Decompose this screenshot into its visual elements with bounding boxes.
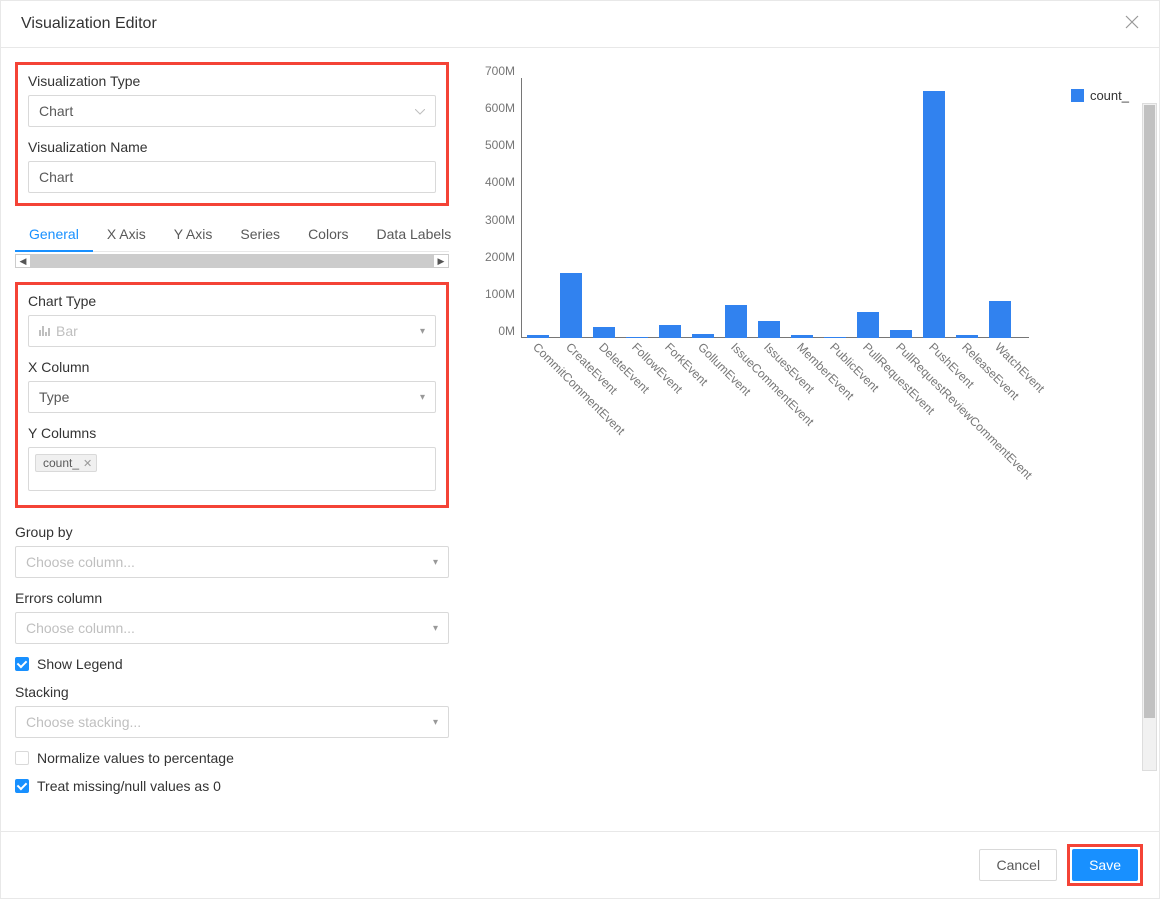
tab-data-labels[interactable]: Data Labels xyxy=(363,218,461,251)
tab-general[interactable]: General xyxy=(15,218,93,252)
chart-bar[interactable] xyxy=(593,327,615,338)
y-tick-label: 0M xyxy=(498,324,515,338)
x-tick-label: ReleaseEvent xyxy=(959,340,1022,403)
chevron-down-icon: ▾ xyxy=(433,557,438,568)
tag-remove-icon[interactable]: ✕ xyxy=(83,457,92,470)
normalize-checkbox[interactable] xyxy=(15,751,29,765)
save-button[interactable]: Save xyxy=(1072,849,1138,881)
y-column-tag[interactable]: count_✕ xyxy=(35,454,97,472)
chevron-down-icon: ▾ xyxy=(420,326,425,337)
x-column-label: X Column xyxy=(28,359,436,375)
treat-missing-checkbox[interactable] xyxy=(15,779,29,793)
y-tick-label: 700M xyxy=(485,64,515,78)
tab-scrollbar[interactable]: ◀ ▶ xyxy=(15,254,449,268)
x-column-select[interactable]: Type ▾ xyxy=(28,381,436,413)
tab-y-axis[interactable]: Y Axis xyxy=(160,218,227,251)
x-tick-label: MemberEvent xyxy=(794,340,857,403)
chart-bar[interactable] xyxy=(725,305,747,338)
bar-chart-icon xyxy=(39,326,50,336)
y-tick-label: 100M xyxy=(485,287,515,301)
chart-type-value: Bar xyxy=(56,323,78,339)
modal-footer: Cancel Save xyxy=(1,831,1159,898)
stacking-placeholder: Choose stacking... xyxy=(26,714,141,730)
group-by-select[interactable]: Choose column... ▾ xyxy=(15,546,449,578)
editor-left-pane: Visualization Type Chart Visualization N… xyxy=(1,48,461,831)
cancel-button[interactable]: Cancel xyxy=(979,849,1057,881)
chart-type-select[interactable]: Bar ▾ xyxy=(28,315,436,347)
chart-area: count_ 0M100M200M300M400M500M600M700M Co… xyxy=(471,68,1139,488)
y-tick-label: 600M xyxy=(485,101,515,115)
scrollbar-thumb[interactable] xyxy=(1144,105,1155,718)
vis-name-input[interactable] xyxy=(28,161,436,193)
tabs-bar: GeneralX AxisY AxisSeriesColorsData Labe… xyxy=(15,218,449,252)
vis-type-value: Chart xyxy=(39,103,73,119)
y-tick-label: 300M xyxy=(485,213,515,227)
group-by-label: Group by xyxy=(15,524,449,540)
chart-bar[interactable] xyxy=(560,273,582,338)
vis-type-select[interactable]: Chart xyxy=(28,95,436,127)
save-highlight: Save xyxy=(1067,844,1143,886)
chevron-down-icon: ▾ xyxy=(420,392,425,403)
y-tick-label: 200M xyxy=(485,250,515,264)
y-tick-label: 400M xyxy=(485,175,515,189)
tab-colors[interactable]: Colors xyxy=(294,218,362,251)
highlight-general-fields: Chart Type Bar ▾ X Column Type ▾ xyxy=(15,282,449,508)
highlight-vis-type-name: Visualization Type Chart Visualization N… xyxy=(15,62,449,206)
visualization-editor-modal: Visualization Editor Visualization Type … xyxy=(0,0,1160,899)
modal-header: Visualization Editor xyxy=(1,1,1159,48)
show-legend-checkbox[interactable] xyxy=(15,657,29,671)
chart-bar[interactable] xyxy=(659,325,681,338)
chart-bar[interactable] xyxy=(758,321,780,338)
chevron-down-icon: ▾ xyxy=(433,717,438,728)
stacking-label: Stacking xyxy=(15,684,449,700)
tab-series[interactable]: Series xyxy=(226,218,294,251)
legend-swatch xyxy=(1071,89,1084,102)
chevron-down-icon xyxy=(415,104,425,118)
show-legend-label: Show Legend xyxy=(37,656,123,672)
errors-column-placeholder: Choose column... xyxy=(26,620,135,636)
chart-plot xyxy=(521,78,1029,338)
scroll-right-icon[interactable]: ▶ xyxy=(434,255,448,267)
tab-x-axis[interactable]: X Axis xyxy=(93,218,160,251)
stacking-select[interactable]: Choose stacking... ▾ xyxy=(15,706,449,738)
close-icon[interactable] xyxy=(1125,15,1139,33)
errors-column-label: Errors column xyxy=(15,590,449,606)
y-axis-line xyxy=(521,78,522,338)
scroll-track[interactable] xyxy=(30,255,434,267)
chart-type-label: Chart Type xyxy=(28,293,436,309)
y-axis: 0M100M200M300M400M500M600M700M xyxy=(471,78,519,338)
vis-type-label: Visualization Type xyxy=(28,73,436,89)
chart-bar[interactable] xyxy=(857,312,879,338)
vertical-scrollbar[interactable] xyxy=(1142,103,1157,771)
x-column-value: Type xyxy=(39,389,69,405)
chevron-down-icon: ▾ xyxy=(433,623,438,634)
group-by-placeholder: Choose column... xyxy=(26,554,135,570)
treat-missing-label: Treat missing/null values as 0 xyxy=(37,778,221,794)
legend-label: count_ xyxy=(1090,88,1129,103)
y-columns-input[interactable]: count_✕ xyxy=(28,447,436,491)
x-axis: CommitCommentEventCreateEventDeleteEvent… xyxy=(521,338,1029,488)
y-columns-label: Y Columns xyxy=(28,425,436,441)
chart-preview-pane: count_ 0M 100M 200M 300M 400M 500M 600M 700M Co… xyxy=(461,48,1159,831)
vis-name-label: Visualization Name xyxy=(28,139,436,155)
chart-bar[interactable] xyxy=(923,91,945,338)
y-tick-label: 500M xyxy=(485,138,515,152)
errors-column-select[interactable]: Choose column... ▾ xyxy=(15,612,449,644)
modal-title: Visualization Editor xyxy=(21,15,157,33)
chart-bar[interactable] xyxy=(890,330,912,338)
normalize-label: Normalize values to percentage xyxy=(37,750,234,766)
chart-legend[interactable]: count_ xyxy=(1071,88,1129,103)
scroll-left-icon[interactable]: ◀ xyxy=(16,255,30,267)
chart-bar[interactable] xyxy=(989,301,1011,338)
